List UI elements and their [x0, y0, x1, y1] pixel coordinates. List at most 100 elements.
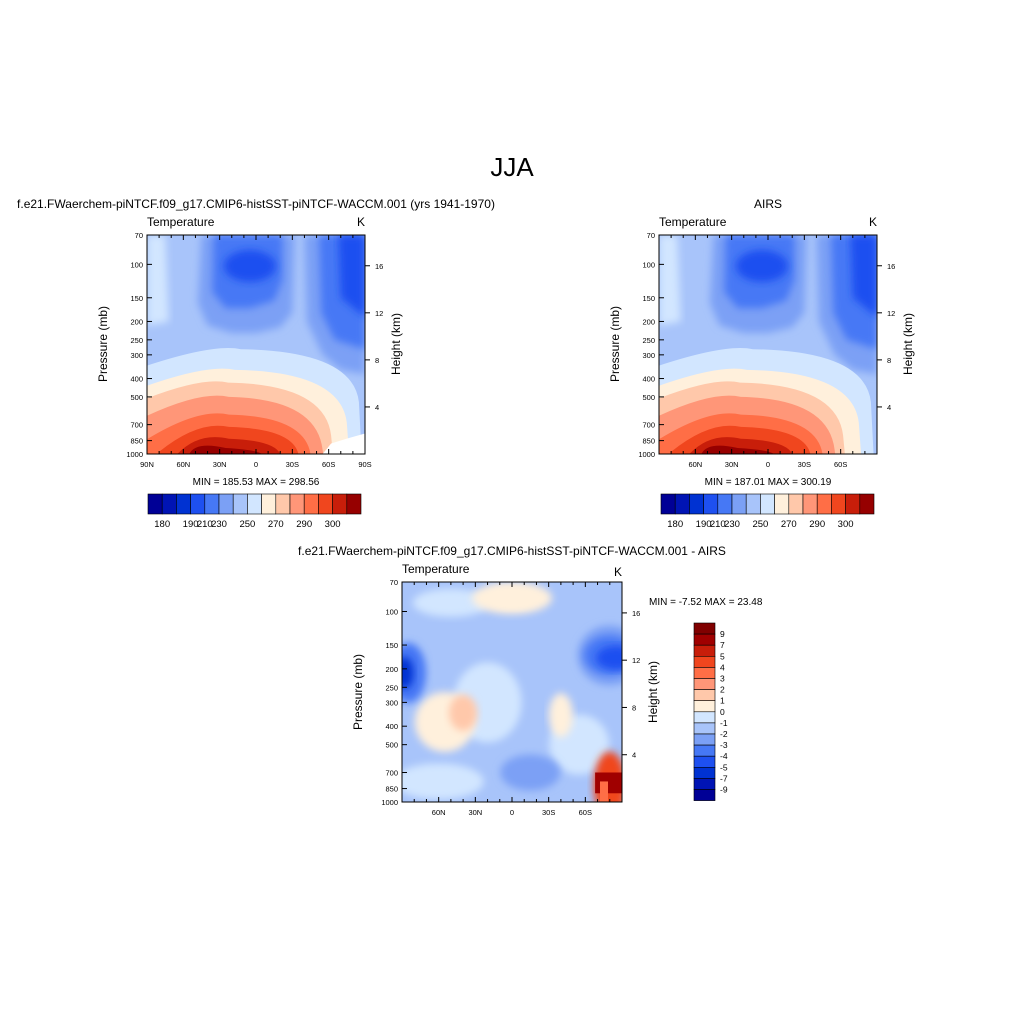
colorbar-box: [289, 493, 305, 515]
panel-obs: AIRS Temperature K 70 100 150 200 250 300 400 5…: [608, 197, 915, 530]
colorbar-label: 190: [183, 519, 199, 530]
y-tick-label: 400: [130, 375, 143, 384]
colorbar-label: -5: [720, 762, 728, 772]
x-tick-label: 0: [766, 460, 770, 469]
colorbar-label: 9: [720, 629, 725, 639]
y-tick-label: 100: [642, 260, 655, 269]
colorbar-box: [745, 493, 761, 515]
colorbar-label: 270: [781, 519, 797, 530]
y-tick-label: 150: [130, 294, 143, 303]
colorbar-box: [774, 493, 790, 515]
x-tick-label: 30N: [725, 460, 739, 469]
panel-diff-y2label: Height (km): [646, 661, 660, 723]
colorbar-box: [693, 622, 716, 635]
panel-obs-field: [659, 235, 877, 454]
colorbar-box: [816, 493, 832, 515]
colorbar-label: -4: [720, 751, 728, 761]
y-tick-label: 200: [130, 317, 143, 326]
diff-near-zero-1: [412, 588, 489, 617]
panel-obs-axes: 70 100 150 200 250 300 400 500 700 850 1000 4 8 12 16 6…: [638, 231, 895, 469]
colorbar-label: 210: [197, 519, 213, 530]
colorbar-box: [693, 733, 716, 746]
x-tick-label: 30S: [798, 460, 811, 469]
colorbar-box: [693, 689, 716, 701]
colorbar-box: [693, 722, 716, 735]
y-tick-label: 400: [385, 722, 398, 731]
colorbar-label: 230: [724, 519, 740, 530]
diff-warm-mid-core: [449, 694, 478, 731]
colorbar-box: [161, 493, 177, 515]
y-tick-label: 1000: [381, 798, 398, 807]
colorbar-box: [232, 493, 248, 515]
y-tick-label: 100: [130, 260, 143, 269]
y2-tick-label: 16: [375, 262, 383, 271]
y2-tick-label: 8: [375, 356, 379, 365]
y-tick-label: 150: [385, 641, 398, 650]
x-tick-label: 90N: [140, 460, 154, 469]
colorbar-box: [760, 493, 775, 515]
colorbar-box: [788, 493, 804, 515]
panel-model-title: f.e21.FWaerchem-piNTCF.f09_g17.CMIP6-his…: [17, 197, 495, 211]
diff-cool-lower: [500, 754, 561, 791]
colorbar-box: [693, 633, 716, 646]
colorbar-box: [247, 493, 262, 515]
colorbar-label: 5: [720, 651, 725, 661]
y2-tick-label: 8: [632, 703, 636, 712]
colorbar-label: 180: [154, 519, 170, 530]
colorbar-box: [831, 493, 846, 515]
y-tick-label: 250: [130, 336, 143, 345]
panel-model-ylabel: Pressure (mb): [96, 306, 110, 382]
y-tick-label: 100: [385, 608, 398, 617]
y-tick-label: 500: [385, 741, 398, 750]
colorbar-label: -2: [720, 729, 728, 739]
diff-hot-corner: [595, 772, 622, 794]
x-tick-label: 0: [510, 808, 514, 817]
colorbar-label: 180: [667, 519, 683, 530]
colorbar-box: [693, 644, 716, 657]
y-tick-label: 250: [385, 683, 398, 692]
colorbar-box: [346, 493, 362, 515]
panel-model-left-label: Temperature: [147, 215, 215, 229]
panel-obs-title: AIRS: [754, 197, 782, 211]
colorbar-label: 230: [211, 519, 227, 530]
colorbar-box: [845, 493, 861, 515]
y2-tick-label: 12: [887, 309, 895, 318]
panel-model-stats: MIN = 185.53 MAX = 298.56: [193, 477, 320, 488]
colorbar-label: -1: [720, 718, 728, 728]
colorbar-box: [318, 493, 333, 515]
colorbar-label: 290: [809, 519, 825, 530]
north-pole-strat: [147, 235, 169, 326]
x-tick-label: 30S: [542, 808, 555, 817]
colorbar-label: 300: [838, 519, 854, 530]
y2-tick-label: 4: [375, 403, 379, 412]
colorbar-label: 300: [325, 519, 341, 530]
x-tick-label: 0: [254, 460, 258, 469]
panel-model-units: K: [357, 215, 365, 229]
cold-pole-south: [338, 235, 365, 318]
colorbar-label: 190: [696, 519, 712, 530]
colorbar-label: 250: [752, 519, 768, 530]
colorbar-box: [693, 678, 716, 690]
colorbar-box: [693, 700, 716, 713]
y-tick-label: 400: [642, 375, 655, 384]
y-tick-label: 850: [642, 437, 655, 446]
y-tick-label: 200: [385, 665, 398, 674]
colorbar-box: [693, 744, 716, 757]
diff-warm-upper-core: [488, 588, 536, 609]
colorbar-label: -9: [720, 785, 728, 795]
diff-hot-corner-edge: [600, 781, 608, 802]
colorbar-box: [693, 755, 716, 768]
panel-model-axes: 70 100 150 200 250 300 400 500 700 850 1000 4 8 12 16 9…: [126, 231, 383, 469]
y-tick-label: 1000: [126, 450, 143, 459]
colorbar-box: [303, 493, 319, 515]
panel-diff-stats: MIN = -7.52 MAX = 23.48: [649, 597, 763, 608]
colorbar-box: [693, 711, 716, 724]
colorbar-box: [147, 493, 163, 515]
y2-tick-label: 16: [632, 609, 640, 618]
y-tick-label: 70: [390, 578, 398, 587]
x-tick-label: 60N: [176, 460, 190, 469]
colorbar-box: [859, 493, 875, 515]
colorbar-box: [332, 493, 348, 515]
